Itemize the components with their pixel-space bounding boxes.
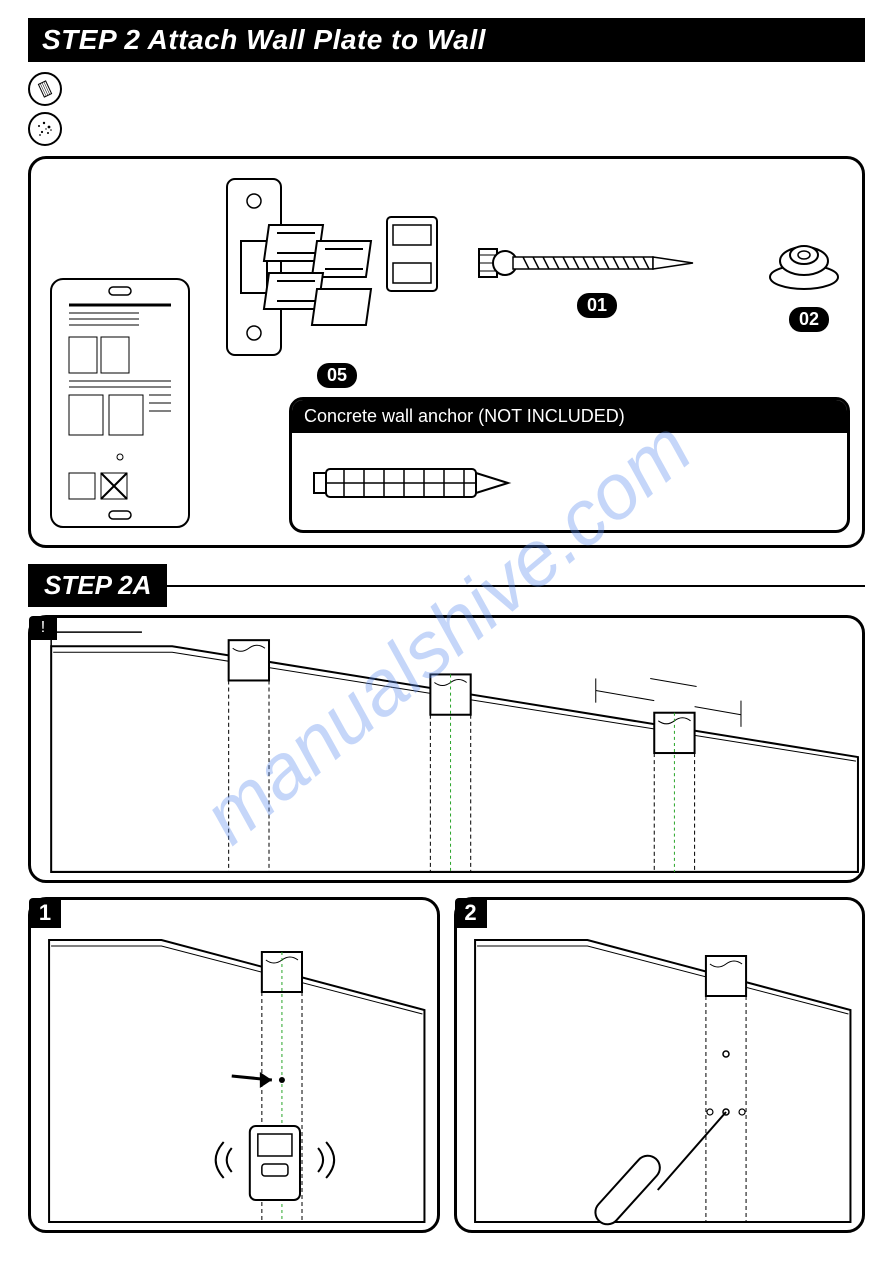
step2a-label: STEP 2A	[28, 564, 167, 607]
part-label-05: 05	[317, 363, 357, 388]
stud-overview-diagram: !	[28, 615, 865, 883]
substep-2-badge: 2	[455, 898, 487, 928]
step2a-divider	[167, 585, 865, 587]
wood-stud-icon	[28, 72, 62, 106]
substep-2-panel: 2	[454, 897, 866, 1233]
washer-illustration	[765, 231, 843, 297]
substep-1-panel: 1	[28, 897, 440, 1233]
concrete-icon	[28, 112, 62, 146]
step2a-header-row: STEP 2A	[28, 564, 865, 607]
concrete-anchor-header: Concrete wall anchor (NOT INCLUDED)	[292, 400, 847, 433]
concrete-anchor-box: Concrete wall anchor (NOT INCLUDED)	[289, 397, 850, 533]
step2a-substeps-row: 1	[28, 897, 865, 1233]
substep-1-badge: 1	[29, 898, 61, 928]
warning-icon: !	[29, 616, 57, 640]
material-icons-group	[28, 72, 865, 146]
concrete-anchor-illustration	[310, 451, 530, 515]
step2-header: STEP 2 Attach Wall Plate to Wall	[28, 18, 865, 62]
part-label-02: 02	[789, 307, 829, 332]
warning-symbol: !	[41, 619, 45, 637]
step2-title: STEP 2 Attach Wall Plate to Wall	[42, 24, 486, 55]
wall-mount-arm-illustration	[221, 173, 457, 363]
part-label-01: 01	[577, 293, 617, 318]
parts-panel: 05 01 02 Concrete wall anchor (NOT INCLU…	[28, 156, 865, 548]
mounting-template-illustration	[49, 277, 191, 529]
lag-screw-illustration	[477, 237, 707, 289]
